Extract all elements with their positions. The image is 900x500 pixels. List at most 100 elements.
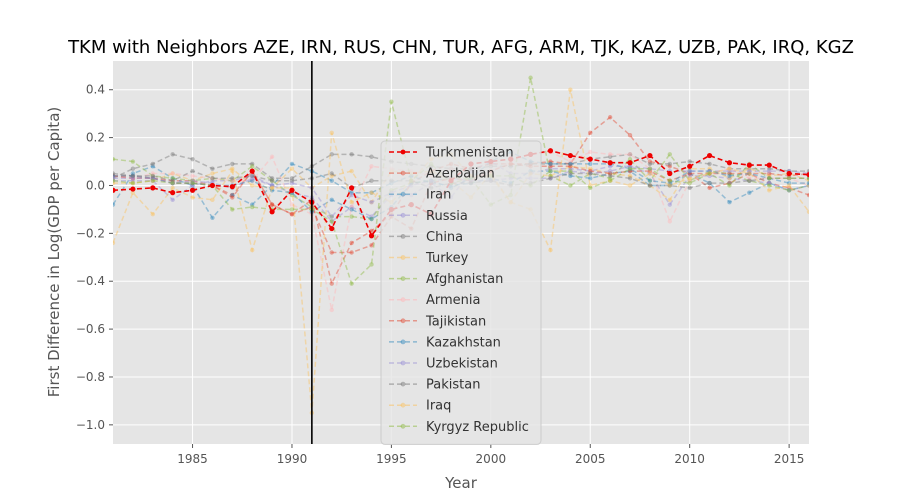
data-point xyxy=(130,176,136,181)
data-point xyxy=(113,173,116,179)
data-point xyxy=(369,190,374,195)
data-point xyxy=(607,171,613,176)
legend-marker xyxy=(400,212,406,218)
data-point xyxy=(707,168,712,174)
legend-label: Azerbaijan xyxy=(426,167,495,182)
data-point xyxy=(707,168,712,174)
data-point xyxy=(647,183,653,188)
data-point xyxy=(548,166,553,171)
legend-marker xyxy=(400,234,406,239)
y-tick-label: −1.0 xyxy=(76,418,105,432)
data-point xyxy=(269,183,275,188)
data-point xyxy=(627,176,633,181)
data-point xyxy=(667,164,672,169)
data-point xyxy=(329,173,334,179)
data-point xyxy=(667,183,672,188)
data-point xyxy=(269,176,275,181)
data-point xyxy=(588,149,593,155)
data-point xyxy=(687,171,692,176)
data-point xyxy=(607,168,613,174)
data-point xyxy=(150,185,156,191)
data-point xyxy=(607,154,613,159)
legend-entry: Iraq xyxy=(389,399,451,414)
legend-entry: Kazakhstan xyxy=(389,335,501,350)
data-point xyxy=(230,195,235,200)
legend-entry: Russia xyxy=(389,209,468,224)
y-tick-label: −0.8 xyxy=(76,370,105,384)
data-point xyxy=(269,202,275,207)
data-point xyxy=(349,204,354,210)
data-point xyxy=(568,168,573,174)
legend-label: Armenia xyxy=(426,293,481,308)
data-point xyxy=(687,171,692,176)
x-tick-label: 2000 xyxy=(476,452,507,466)
data-point xyxy=(230,166,235,171)
data-point xyxy=(349,152,354,157)
data-point xyxy=(289,212,295,217)
data-point xyxy=(230,178,235,183)
data-point xyxy=(806,183,809,188)
data-point xyxy=(567,152,573,159)
data-point xyxy=(113,178,116,183)
data-point xyxy=(647,178,653,183)
data-point xyxy=(130,180,136,186)
data-point xyxy=(113,173,116,179)
data-point xyxy=(707,161,712,167)
data-point xyxy=(607,115,613,120)
data-point xyxy=(588,171,593,176)
data-point xyxy=(250,161,255,167)
data-point xyxy=(588,166,593,171)
series-russia xyxy=(113,159,809,224)
data-point xyxy=(170,190,176,196)
legend-label: Kyrgyz Republic xyxy=(426,420,529,435)
data-point xyxy=(210,176,215,181)
legend-marker xyxy=(400,360,406,366)
data-point xyxy=(727,173,732,179)
data-point xyxy=(130,173,136,179)
data-point xyxy=(369,154,374,159)
data-point xyxy=(349,281,354,286)
data-point xyxy=(210,166,215,171)
data-point xyxy=(588,176,593,181)
data-point xyxy=(349,207,354,212)
data-point xyxy=(250,173,255,179)
legend-label: China xyxy=(426,230,463,245)
data-point xyxy=(190,173,195,179)
series-line xyxy=(113,77,809,220)
data-point xyxy=(369,178,374,183)
legend-label: Uzbekistan xyxy=(426,357,498,372)
data-point xyxy=(707,171,712,176)
data-point xyxy=(113,180,116,186)
data-point xyxy=(627,183,633,188)
data-point xyxy=(190,195,195,200)
data-point xyxy=(349,240,354,246)
data-point xyxy=(210,171,215,176)
data-point xyxy=(189,187,196,193)
data-point xyxy=(627,173,633,179)
data-point xyxy=(627,164,633,169)
data-point xyxy=(150,178,155,183)
data-point xyxy=(170,180,175,186)
data-point xyxy=(667,183,672,188)
data-point xyxy=(269,178,275,183)
data-point xyxy=(786,188,792,193)
data-point xyxy=(607,164,613,169)
data-point xyxy=(150,176,155,181)
data-point xyxy=(747,176,752,181)
data-point xyxy=(113,173,116,179)
series-line xyxy=(113,163,809,220)
data-point xyxy=(627,168,633,174)
data-point xyxy=(806,180,809,186)
data-point xyxy=(269,183,275,188)
data-point xyxy=(170,180,175,186)
data-point xyxy=(349,192,354,198)
x-tick-label: 1995 xyxy=(376,452,407,466)
legend-label: Turkey xyxy=(425,251,469,266)
data-point xyxy=(190,183,195,188)
data-point xyxy=(269,185,275,191)
data-point xyxy=(190,180,195,186)
legend-label: Tajikistan xyxy=(425,314,486,329)
legend-marker xyxy=(400,402,406,408)
x-tick-label: 2010 xyxy=(674,452,705,466)
y-tick-label: −0.4 xyxy=(76,274,105,288)
